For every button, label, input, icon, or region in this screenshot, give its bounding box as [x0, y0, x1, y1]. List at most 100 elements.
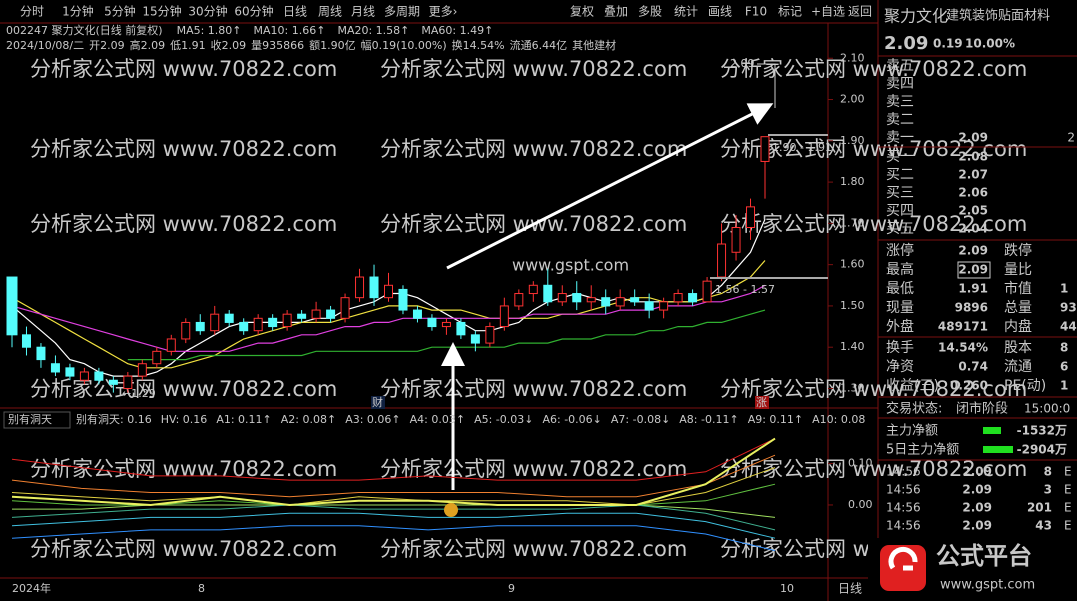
trade-flag: E [1064, 501, 1072, 515]
candle-body [268, 317, 278, 328]
status-value: 闭市阶段 [956, 401, 1008, 417]
stat-label: 股本 [1004, 340, 1032, 356]
candle-body [123, 375, 133, 389]
tool-button[interactable]: F10 [745, 5, 767, 19]
candle-body [470, 334, 480, 344]
candle-body [543, 284, 553, 303]
stat-label: 总量 [1004, 300, 1032, 316]
candle-body [210, 313, 220, 332]
watermark: 分析家公式网 www.70822.com [30, 537, 337, 561]
period-tab[interactable]: 15分钟 [142, 4, 181, 19]
quote-field: 收2.09 [211, 38, 247, 52]
y-tick-label: 1.30 [840, 381, 865, 394]
candle-body [557, 293, 567, 303]
book-price: 2.06 [958, 186, 988, 200]
logo-title: 公式平台 [936, 542, 1032, 570]
tool-button[interactable]: 叠加 [604, 5, 628, 19]
date-label: 9 [508, 582, 515, 595]
y-tick-label: 1.60 [840, 258, 865, 271]
period-label: 日线 [838, 582, 862, 596]
date-label: 2024年 [12, 581, 51, 595]
stat-label: 流通 [1004, 359, 1032, 375]
quote-field: 2024/10/08/二 [6, 39, 84, 52]
indicator-legend: A6: -0.06↓ [542, 413, 601, 426]
code-line: 002247 聚力文化(日线 前复权) [6, 23, 163, 37]
tool-button[interactable]: 返回 [848, 5, 872, 19]
indicator-legend: A1: 0.11↑ [216, 413, 271, 426]
period-tab[interactable]: 1分钟 [62, 4, 94, 19]
candle-body [166, 338, 176, 352]
candle-body [108, 379, 118, 385]
tool-button[interactable]: 复权 [570, 5, 594, 19]
trade-flag: E [1064, 483, 1072, 497]
candle-body [137, 363, 147, 377]
candle-body [239, 321, 249, 332]
indicator-legend: A9: 0.11↑ [748, 413, 803, 426]
book-label: 卖一 [886, 130, 914, 146]
candle-body [456, 321, 466, 336]
candle-body [355, 276, 365, 299]
book-price: 2.05 [958, 204, 988, 218]
stat-value: 9896 [955, 301, 988, 315]
trade-flag: E [1064, 519, 1072, 533]
indicator-legend: A4: 0.03↑ [410, 413, 465, 426]
quote-field: 幅0.19(10.00%) [361, 39, 447, 52]
book-label: 买五 [886, 221, 914, 237]
period-tab[interactable]: 日线 [283, 5, 307, 19]
tag-bg [371, 396, 385, 409]
status-time: 15:00:0 [1024, 402, 1070, 416]
trade-time: 14:56 [886, 519, 921, 533]
period-tab[interactable]: 月线 [351, 5, 375, 19]
flow-value: -1532万 [1017, 424, 1067, 438]
y-tick-label: 2.00 [840, 93, 865, 106]
indicator-legend: HV: 0.16 [161, 413, 208, 426]
candle-body [760, 136, 770, 162]
logo-url: www.gspt.com [940, 578, 1035, 593]
trade-volume: 43 [1035, 519, 1052, 533]
stat-value: 489171 [938, 320, 988, 334]
candle-body [340, 297, 350, 319]
stat-label: 市值 [1004, 280, 1032, 297]
candle-body [384, 284, 393, 299]
candle-body [253, 317, 263, 332]
annotation: 2.09 [730, 57, 755, 70]
indicator-line [11, 467, 776, 506]
stat-value: 8 [1060, 341, 1068, 355]
stat-value: 44 [1060, 320, 1077, 334]
ma-label: MA5: 1.80↑ [177, 24, 242, 37]
book-price: 2.08 [958, 150, 988, 164]
tool-button[interactable]: 多股 [638, 5, 662, 19]
signal-icon [444, 503, 458, 517]
period-tab[interactable]: 60分钟 [234, 4, 273, 19]
watermark: 分析家公式网 www.70822.com [30, 457, 337, 481]
period-tab[interactable]: 更多› [429, 5, 458, 19]
candle-body [630, 297, 640, 303]
period-tab[interactable]: 周线 [318, 5, 342, 19]
stat-value: 2.09 [958, 263, 988, 277]
indicator-legend: A10: 0.08 [812, 413, 865, 426]
candle-body [36, 346, 46, 361]
period-tab[interactable]: 30分钟 [188, 4, 227, 19]
tool-button[interactable]: 标记 [778, 5, 802, 19]
flow-bar [983, 427, 1001, 434]
y-tick-label: 2.10 [840, 51, 865, 64]
quote-field: 开2.09 [89, 39, 125, 52]
indicator-line [11, 504, 776, 531]
flow-bar [983, 446, 1013, 453]
book-label: 买四 [886, 203, 914, 219]
candle-body [688, 293, 698, 303]
trade-price: 2.09 [962, 465, 992, 479]
period-tab[interactable]: 分时 [20, 5, 44, 19]
tag-bg [755, 396, 769, 409]
book-price: 2.09 [958, 131, 988, 145]
book-price: 2.04 [958, 222, 988, 236]
period-tab[interactable]: 5分钟 [104, 4, 136, 19]
indicator-chart: 别有洞天 别有洞天: 0.16 HV: 0.16 A1: 0.11↑ A2: 0.08↑… [3, 411, 873, 552]
tool-button[interactable]: 画线 [708, 5, 732, 19]
period-tab[interactable]: 多周期 [384, 5, 420, 19]
tool-button[interactable]: +自选 [811, 5, 845, 19]
stat-value: 14.54% [938, 341, 988, 355]
tool-button[interactable]: 统计 [674, 5, 698, 19]
annotation: ←1.29 [122, 387, 156, 400]
candle-body [195, 321, 205, 332]
